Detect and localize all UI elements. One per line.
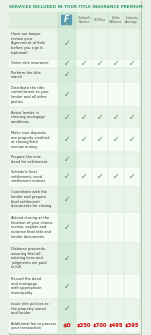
Text: ✓: ✓ xyxy=(113,172,119,181)
FancyBboxPatch shape xyxy=(9,1,141,12)
Text: ✓: ✓ xyxy=(97,135,103,144)
Text: Schedule final
settlement, send
settlement notices: Schedule final settlement, send settleme… xyxy=(11,170,45,183)
Text: Coldwell
Banker: Coldwell Banker xyxy=(77,15,91,24)
FancyBboxPatch shape xyxy=(58,243,76,273)
Text: ✓: ✓ xyxy=(113,59,119,68)
Text: $495: $495 xyxy=(109,323,123,328)
Text: Prepare the new
deed for settlement: Prepare the new deed for settlement xyxy=(11,155,47,164)
FancyBboxPatch shape xyxy=(58,59,76,68)
FancyBboxPatch shape xyxy=(9,243,141,273)
Text: ✓: ✓ xyxy=(63,39,70,48)
Text: ✓: ✓ xyxy=(97,172,103,181)
Text: ✓: ✓ xyxy=(63,135,70,144)
Text: ✓: ✓ xyxy=(63,59,70,68)
Text: Perform the title
search: Perform the title search xyxy=(11,71,40,79)
Text: ✓: ✓ xyxy=(113,113,119,122)
Text: ✓: ✓ xyxy=(81,135,87,144)
Text: ✓: ✓ xyxy=(81,59,87,68)
FancyBboxPatch shape xyxy=(58,82,76,107)
Text: ✓: ✓ xyxy=(63,113,70,122)
Text: ✓: ✓ xyxy=(129,172,135,181)
Text: $395: $395 xyxy=(125,323,139,328)
Text: ✓: ✓ xyxy=(63,282,70,291)
Text: $0: $0 xyxy=(62,323,71,328)
FancyBboxPatch shape xyxy=(58,212,76,243)
Text: Issue title policies to
the property owner
and lender: Issue title policies to the property own… xyxy=(11,302,48,315)
FancyBboxPatch shape xyxy=(58,299,76,319)
Text: ✓: ✓ xyxy=(63,304,70,313)
Text: SERVICES INCLUDED IN YOUR TITLE INSURANCE PREMIUM: SERVICES INCLUDED IN YOUR TITLE INSURANC… xyxy=(9,4,142,8)
Text: Order title insurance: Order title insurance xyxy=(11,61,48,65)
FancyBboxPatch shape xyxy=(58,273,76,299)
Text: $350: $350 xyxy=(77,323,91,328)
FancyBboxPatch shape xyxy=(9,107,141,127)
FancyBboxPatch shape xyxy=(9,127,141,152)
Text: ✓: ✓ xyxy=(81,113,87,122)
Text: ✓: ✓ xyxy=(63,172,70,181)
Text: Attend closing at the
location of your choice,
review, explain and
notarize fina: Attend closing at the location of your c… xyxy=(11,216,53,239)
Text: ✓: ✓ xyxy=(81,172,87,181)
FancyBboxPatch shape xyxy=(9,319,141,333)
FancyBboxPatch shape xyxy=(58,152,76,167)
Text: Record the deed
and mortgage
with appropriate
municipality: Record the deed and mortgage with approp… xyxy=(11,277,41,295)
Text: ✓: ✓ xyxy=(63,155,70,164)
Text: Coordinate with the
lender and prepare
final settlement
documents for closing: Coordinate with the lender and prepare f… xyxy=(11,190,51,208)
FancyBboxPatch shape xyxy=(58,12,76,28)
FancyBboxPatch shape xyxy=(9,1,141,334)
Text: ✓: ✓ xyxy=(129,59,135,68)
FancyBboxPatch shape xyxy=(58,28,76,59)
FancyBboxPatch shape xyxy=(9,212,141,243)
FancyBboxPatch shape xyxy=(58,319,76,333)
Text: ✓: ✓ xyxy=(63,90,70,99)
FancyBboxPatch shape xyxy=(58,127,76,152)
Text: ✓: ✓ xyxy=(97,113,103,122)
FancyBboxPatch shape xyxy=(9,59,141,68)
Text: Assist lender in
clearing mortgage
conditions: Assist lender in clearing mortgage condi… xyxy=(11,111,45,124)
FancyBboxPatch shape xyxy=(9,28,141,59)
FancyBboxPatch shape xyxy=(9,187,141,212)
Text: ✓: ✓ xyxy=(63,223,70,232)
FancyBboxPatch shape xyxy=(9,12,141,28)
FancyBboxPatch shape xyxy=(58,167,76,187)
Text: RE/Max: RE/Max xyxy=(94,18,106,22)
Text: Distribute the title
commitment to your
lender and all other
parties: Distribute the title commitment to your … xyxy=(11,86,48,104)
FancyBboxPatch shape xyxy=(61,14,73,26)
FancyBboxPatch shape xyxy=(9,167,141,187)
Text: ✓: ✓ xyxy=(63,254,70,263)
FancyBboxPatch shape xyxy=(58,68,76,82)
Text: ✓: ✓ xyxy=(63,195,70,204)
Text: Keller
Williams: Keller Williams xyxy=(109,15,123,24)
Text: Make sure deposits
are properly credited
at closing/hold
escrow money: Make sure deposits are properly credited… xyxy=(11,131,49,149)
Text: Additional fee to process
your transaction: Additional fee to process your transacti… xyxy=(11,322,56,330)
Text: $700: $700 xyxy=(93,323,107,328)
FancyBboxPatch shape xyxy=(58,187,76,212)
FancyBboxPatch shape xyxy=(9,68,141,82)
FancyBboxPatch shape xyxy=(9,273,141,299)
FancyBboxPatch shape xyxy=(9,299,141,319)
Text: Disburse proceeds,
assuring that all
existing liens and
judgments are paid
in fu: Disburse proceeds, assuring that all exi… xyxy=(11,247,46,269)
Text: ✓: ✓ xyxy=(129,135,135,144)
Text: F: F xyxy=(64,15,69,24)
Text: ★: ★ xyxy=(65,21,68,25)
Text: Have our lawyer
review your
Agreement of Sale
before you sign it.
(optional): Have our lawyer review your Agreement of… xyxy=(11,32,45,55)
Text: ✓: ✓ xyxy=(97,59,103,68)
Text: ✓: ✓ xyxy=(63,70,70,79)
Text: ✓: ✓ xyxy=(129,113,135,122)
FancyBboxPatch shape xyxy=(58,107,76,127)
FancyBboxPatch shape xyxy=(9,152,141,167)
Text: ✓: ✓ xyxy=(113,135,119,144)
FancyBboxPatch shape xyxy=(9,82,141,107)
Text: Industry
Average: Industry Average xyxy=(125,15,139,24)
